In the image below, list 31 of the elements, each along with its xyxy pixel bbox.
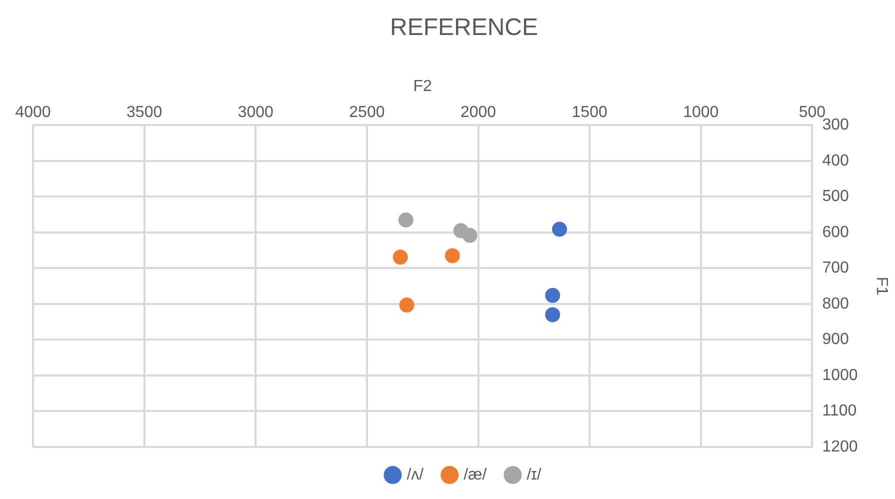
- x-tick-label: 4000: [15, 104, 51, 122]
- point: [398, 212, 414, 228]
- y-tick-label: 900: [822, 331, 850, 348]
- point: [552, 222, 568, 237]
- x-tick-label: 2000: [460, 104, 496, 122]
- point: [462, 228, 478, 243]
- point: [392, 250, 408, 265]
- y-tick-label: 300: [822, 116, 850, 134]
- y-tick-label: 1000: [822, 366, 858, 384]
- legend-label: /ʌ/: [406, 466, 424, 484]
- y-tick-label: 1200: [822, 438, 858, 456]
- x-axis-title: F2: [413, 78, 432, 95]
- y-tick-label: 400: [822, 152, 850, 170]
- x-tick-label: 2500: [349, 104, 385, 122]
- y-tick-label: 500: [822, 188, 850, 206]
- x-tick-label: 3500: [126, 104, 162, 122]
- point: [545, 307, 560, 322]
- x-tick-label: 1500: [572, 104, 608, 122]
- x-tick-label: 3000: [238, 104, 274, 122]
- point: [399, 298, 414, 313]
- legend-label: /æ/: [464, 466, 488, 484]
- y-axis-title: F1: [872, 276, 890, 296]
- y-tick-label: 800: [822, 295, 850, 312]
- x-tick-label: 1000: [683, 104, 719, 122]
- chart-title: REFERENCE: [390, 14, 538, 42]
- y-tick-label: 700: [822, 260, 850, 277]
- y-tick-label: 1100: [822, 402, 857, 420]
- point: [444, 248, 460, 264]
- point: [545, 288, 560, 303]
- y-tick-label: 600: [822, 224, 850, 241]
- legend-label: /ɪ/: [526, 466, 542, 484]
